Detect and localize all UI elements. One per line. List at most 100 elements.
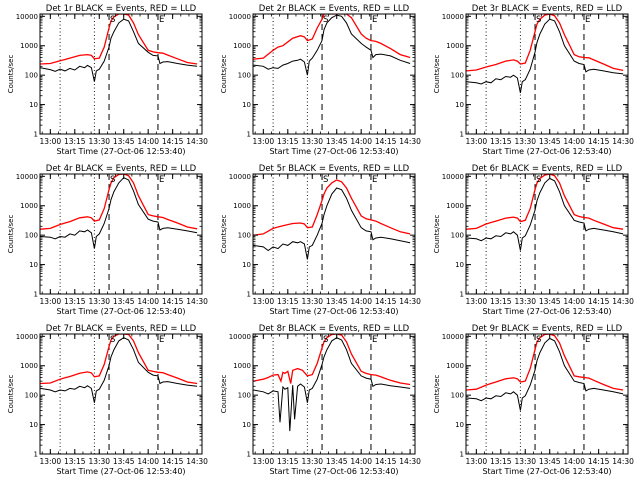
x-tick-label: 14:15 <box>588 297 610 306</box>
x-tick-label: 13:15 <box>64 137 86 146</box>
plot-frame <box>252 173 416 295</box>
x-tick-label: 14:30 <box>186 297 208 306</box>
y-tick-label: 1 <box>247 451 251 459</box>
y-tick-label: 1000 <box>233 202 251 210</box>
plot-frame <box>252 13 416 135</box>
interval-marker-e: E <box>585 15 590 25</box>
y-tick-label: 10 <box>455 421 464 429</box>
x-tick-label: 14:15 <box>375 137 397 146</box>
panel-title: Det 1r BLACK = Events, RED = LLD <box>46 4 197 14</box>
y-tick-label: 10000 <box>229 333 251 341</box>
y-tick-label: 10 <box>455 101 464 109</box>
x-tick-label: 14:00 <box>563 137 585 146</box>
x-tick-label: 13:30 <box>514 297 536 306</box>
y-tick-label: 1000 <box>20 42 38 50</box>
events-curve <box>253 14 411 76</box>
x-tick-label: 13:45 <box>539 137 561 146</box>
x-tick-label: 13:00 <box>253 137 275 146</box>
events-curve <box>466 177 624 251</box>
plot-frame <box>39 173 203 295</box>
y-tick-label: 1000 <box>233 42 251 50</box>
x-tick-label: 14:30 <box>612 457 634 466</box>
x-tick-label: 14:00 <box>563 297 585 306</box>
lld-curve <box>466 174 624 230</box>
x-tick-label: 14:30 <box>186 137 208 146</box>
y-tick-label: 1000 <box>20 202 38 210</box>
events-curve <box>466 18 624 93</box>
x-tick-label: 14:00 <box>350 297 372 306</box>
x-tick-label: 13:15 <box>490 137 512 146</box>
y-tick-label: 10000 <box>229 173 251 181</box>
x-tick-label: 13:45 <box>113 457 135 466</box>
interval-marker-s: S <box>323 15 328 25</box>
y-axis-label: Counts/sec <box>220 215 228 254</box>
y-tick-label: 10000 <box>229 13 251 21</box>
x-tick-label: 13:15 <box>277 137 299 146</box>
x-tick-label: 14:15 <box>375 457 397 466</box>
y-axis-label: Counts/sec <box>433 375 441 414</box>
x-tick-label: 14:15 <box>162 457 184 466</box>
y-tick-label: 10 <box>29 421 38 429</box>
y-tick-label: 10000 <box>442 333 464 341</box>
y-tick-label: 10000 <box>442 173 464 181</box>
x-tick-label: 13:45 <box>326 297 348 306</box>
x-tick-label: 13:45 <box>113 137 135 146</box>
plot-frame <box>39 333 203 455</box>
x-tick-label: 13:00 <box>466 457 488 466</box>
y-tick-label: 10 <box>455 261 464 269</box>
plot-frame <box>465 13 629 135</box>
y-axis-label: Counts/sec <box>7 55 15 94</box>
y-tick-label: 10000 <box>16 13 38 21</box>
y-tick-label: 100 <box>451 232 464 240</box>
x-axis-label: Start Time (27-Oct-06 12:53:40) <box>269 147 398 156</box>
y-tick-label: 1 <box>247 131 251 139</box>
y-tick-label: 1 <box>34 291 38 299</box>
interval-marker-s: S <box>110 175 115 185</box>
x-tick-label: 13:00 <box>253 297 275 306</box>
lld-curve <box>253 179 411 236</box>
y-tick-label: 1 <box>460 131 464 139</box>
y-tick-label: 10 <box>242 421 251 429</box>
x-axis-label: Start Time (27-Oct-06 12:53:40) <box>269 467 398 476</box>
y-tick-label: 1000 <box>446 362 464 370</box>
plot-frame <box>252 333 416 455</box>
y-tick-label: 100 <box>238 392 251 400</box>
x-tick-label: 13:45 <box>539 297 561 306</box>
y-tick-label: 1000 <box>446 202 464 210</box>
interval-marker-s: S <box>536 15 541 25</box>
y-tick-label: 10000 <box>16 333 38 341</box>
y-tick-label: 1 <box>34 131 38 139</box>
x-tick-label: 13:00 <box>40 137 62 146</box>
x-axis-label: Start Time (27-Oct-06 12:53:40) <box>56 147 185 156</box>
x-tick-label: 13:15 <box>64 457 86 466</box>
x-tick-label: 13:45 <box>113 297 135 306</box>
y-axis-label: Counts/sec <box>7 375 15 414</box>
y-tick-label: 100 <box>25 72 38 80</box>
interval-marker-s: S <box>110 335 115 345</box>
interval-marker-e: E <box>159 15 164 25</box>
x-tick-label: 14:00 <box>137 297 159 306</box>
y-tick-label: 100 <box>451 72 464 80</box>
events-curve <box>466 337 624 411</box>
y-tick-label: 100 <box>25 232 38 240</box>
x-tick-label: 13:15 <box>490 457 512 466</box>
x-tick-label: 14:30 <box>399 297 421 306</box>
x-tick-label: 14:00 <box>350 457 372 466</box>
panel-title: Det 8r BLACK = Events, RED = LLD <box>259 324 410 334</box>
x-tick-label: 14:00 <box>137 137 159 146</box>
x-tick-label: 14:30 <box>399 457 421 466</box>
x-tick-label: 14:30 <box>399 137 421 146</box>
y-tick-label: 1 <box>34 451 38 459</box>
plot-frame <box>465 173 629 295</box>
lld-curve <box>40 174 198 230</box>
x-tick-label: 14:15 <box>162 297 184 306</box>
x-tick-label: 13:00 <box>40 457 62 466</box>
x-axis-label: Start Time (27-Oct-06 12:53:40) <box>482 147 611 156</box>
x-tick-label: 13:30 <box>88 137 110 146</box>
events-curve <box>253 337 411 432</box>
